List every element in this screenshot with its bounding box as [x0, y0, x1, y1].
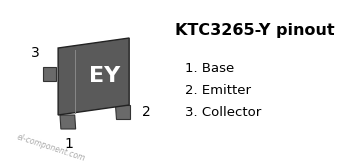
Text: KTC3265-Y pinout: KTC3265-Y pinout	[175, 23, 335, 37]
Polygon shape	[43, 67, 56, 80]
Text: 3: 3	[31, 46, 40, 60]
Text: 2. Emitter: 2. Emitter	[185, 83, 251, 96]
Polygon shape	[60, 115, 76, 129]
Text: 3. Collector: 3. Collector	[185, 106, 261, 118]
Polygon shape	[115, 105, 130, 119]
Text: 1: 1	[65, 137, 74, 151]
Text: EY: EY	[89, 67, 120, 87]
Text: 2: 2	[142, 105, 151, 119]
Text: 1. Base: 1. Base	[185, 61, 234, 74]
Polygon shape	[58, 38, 129, 115]
Text: el-component.com: el-component.com	[15, 133, 86, 163]
